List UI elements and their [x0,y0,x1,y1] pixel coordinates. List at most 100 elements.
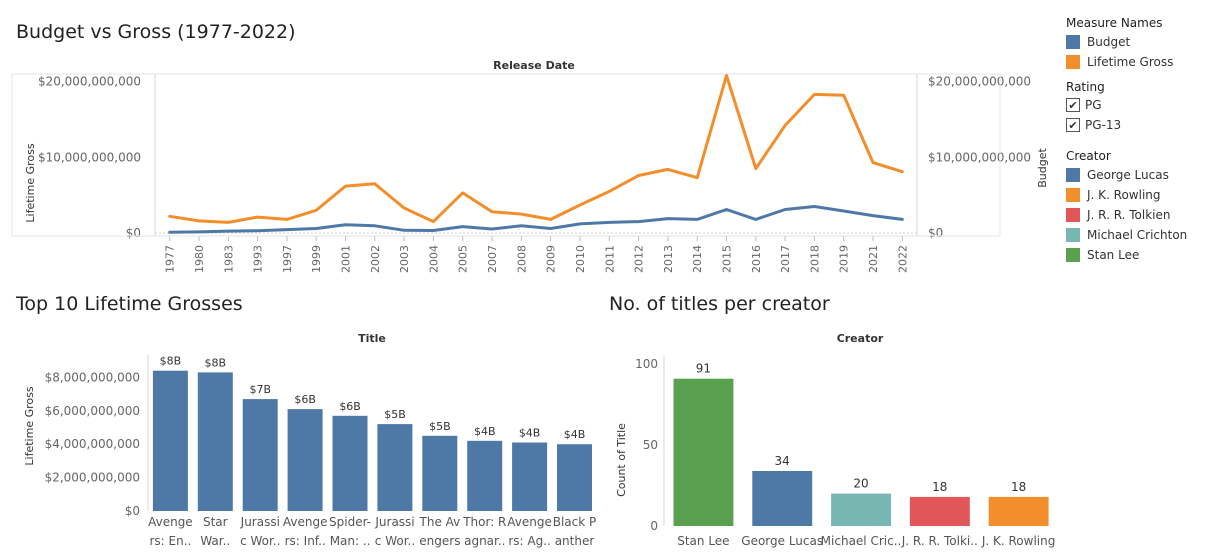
creator-swatch [1066,188,1080,202]
line-chart-x-tick-label: 2016 [750,245,763,273]
measure-legend-item[interactable]: Budget [1066,32,1216,52]
top10-x-tick-label: Avenge [283,515,328,529]
line-chart-x-tick-label: 1999 [310,245,323,273]
rating-option-label: PG [1085,98,1102,112]
creator-x-tick-label: Michael Cric.. [821,534,902,548]
top10-bar[interactable] [467,440,503,511]
rating-option-pg13[interactable]: ✔ PG-13 [1066,115,1216,135]
top10-x-tick-label: c Wor.. [240,534,280,548]
line-chart-x-tick-label: 2008 [515,245,528,273]
line-chart-x-tick-label: 2010 [574,245,587,273]
line-chart-x-tick-label: 2017 [779,245,792,273]
line-chart-y2-tick-label: $20,000,000,000 [928,75,1031,89]
line-chart-y-tick-label: $20,000,000,000 [38,75,141,89]
top10-bar[interactable] [332,415,368,511]
line-chart-x-tick-label: 2022 [896,245,909,273]
line-chart-x-tick-label: 1980 [193,245,206,273]
line-chart-x-axis: 1977 1980 1983 1993 1997 1999 2001 2002 2003 2004… [164,236,909,273]
top10-bar[interactable] [422,435,458,511]
top10-bar[interactable] [512,442,548,512]
measure-legend-item[interactable]: Lifetime Gross [1066,52,1216,72]
top10-y-tick-label: $8,000,000,000 [45,370,140,384]
line-chart-column-header: Release Date [493,59,575,72]
line-chart-x-tick-label: 2013 [662,245,675,273]
creator-legend-item[interactable]: Michael Crichton [1066,225,1216,245]
line-chart-x-tick-label: 2021 [867,245,880,273]
creator-bar[interactable] [909,496,970,526]
top10-bar[interactable] [152,370,188,511]
top10-x-tick-label: Star [203,515,228,529]
line-chart-x-tick-label: 2015 [721,245,734,273]
top10-column-header: Title [358,332,386,345]
checkbox-icon[interactable]: ✔ [1066,118,1080,132]
top10-x-tick-label: agnar.. [464,534,505,548]
rating-filter: ✔ PG ✔ PG-13 [1066,95,1216,135]
creator-legend-item[interactable]: George Lucas [1066,165,1216,185]
measure-swatch [1066,55,1080,69]
line-chart-y2-axis-title: Budget [1036,148,1049,188]
line-chart-y-tick-label: $0 [126,226,141,240]
line-chart-x-tick-label: 2002 [369,245,382,273]
line-chart-x-tick-label: 2001 [340,245,353,273]
top10-data-label: $5B [429,420,451,433]
line-chart-y-axis-title: Lifetime Gross [24,143,37,222]
top10-y-tick-label: $0 [125,504,140,518]
line-chart-x-tick-label: 2005 [457,245,470,273]
creator-legend: George Lucas J. K. Rowling J. R. R. Tolk… [1066,165,1216,265]
top10-bar[interactable] [377,424,413,511]
top10-data-label: $8B [205,356,227,369]
line-chart-y2-axis: $0 $10,000,000,000 $20,000,000,000 [928,75,1031,240]
top10-data-label: $6B [294,393,316,406]
line-chart-y2-tick-label: $0 [928,226,943,240]
rating-option-pg[interactable]: ✔ PG [1066,95,1216,115]
creator-legend-item[interactable]: J. R. R. Tolkien [1066,205,1216,225]
top10-y-tick-label: $2,000,000,000 [45,471,140,485]
creator-y-tick-label: 100 [635,357,658,371]
creator-data-label: 18 [1011,480,1026,494]
top10-bar[interactable] [557,444,592,511]
top10-x-tick-label: Thor: R [462,515,506,529]
creator-bar[interactable] [831,493,891,526]
main-chart-title: Budget vs Gross (1977-2022) [16,21,296,43]
top10-x-tick-label: Spider- [329,515,371,529]
top10-data-label: $4B [519,427,541,440]
creator-legend-item[interactable]: J. K. Rowling [1066,185,1216,205]
rating-option-label: PG-13 [1085,118,1122,132]
line-chart-x-tick-label: 2007 [486,245,499,273]
creator-swatch [1066,248,1080,262]
top10-x-tick-label: Avenge [507,515,552,529]
creator-bar[interactable] [673,378,734,526]
rating-filter-title: Rating [1066,80,1105,94]
top10-bar[interactable] [287,409,323,511]
creator-legend-label: Michael Crichton [1087,228,1188,242]
top10-x-tick-label: Black P [553,515,597,529]
top10-x-tick-label: Jurassi [240,515,280,529]
top10-data-label: $4B [564,428,586,441]
creator-x-tick-label: Stan Lee [677,534,729,548]
line-chart-x-tick-label: 1983 [222,245,235,273]
top10-bar[interactable] [242,399,278,511]
top10-bar[interactable] [197,372,233,511]
creator-data-label: 18 [932,480,947,494]
top10-y-tick-label: $4,000,000,000 [45,437,140,451]
creator-bar-chart: Creator Count of Title 0 50 100 91 Stan Lee… [615,332,1055,548]
legend-panel: Measure Names Budget Lifetime Gross Rati… [1066,16,1216,265]
creator-bar[interactable] [752,471,813,526]
top10-bar-chart: Title Lifetime Gross $0 $2,000,000,000 $4,… [23,332,596,548]
line-chart-x-tick-label: 2014 [691,245,704,273]
line-chart-frame [11,73,1001,237]
measure-legend: Budget Lifetime Gross [1066,32,1216,72]
line-chart-x-tick-label: 1997 [281,245,294,273]
series-line-budget[interactable] [168,205,904,234]
top10-x-tick-label: Avenge [148,515,193,529]
line-chart-x-tick-label: 2009 [545,245,558,273]
series-line-lifetime-gross[interactable] [168,74,904,224]
top10-bars-group: $8B Avenge rs: En.. $8B Star War.. $7B Jurassi c… [148,355,596,548]
creator-bar[interactable] [988,496,1049,526]
top10-y-axis-title: Lifetime Gross [23,386,36,465]
checkbox-icon[interactable]: ✔ [1066,98,1080,112]
top10-x-tick-label: anther [555,534,595,548]
creator-x-tick-label: J. R. R. Tolki.. [901,534,978,548]
line-chart-x-tick-label: 2003 [398,245,411,273]
creator-legend-item[interactable]: Stan Lee [1066,245,1216,265]
